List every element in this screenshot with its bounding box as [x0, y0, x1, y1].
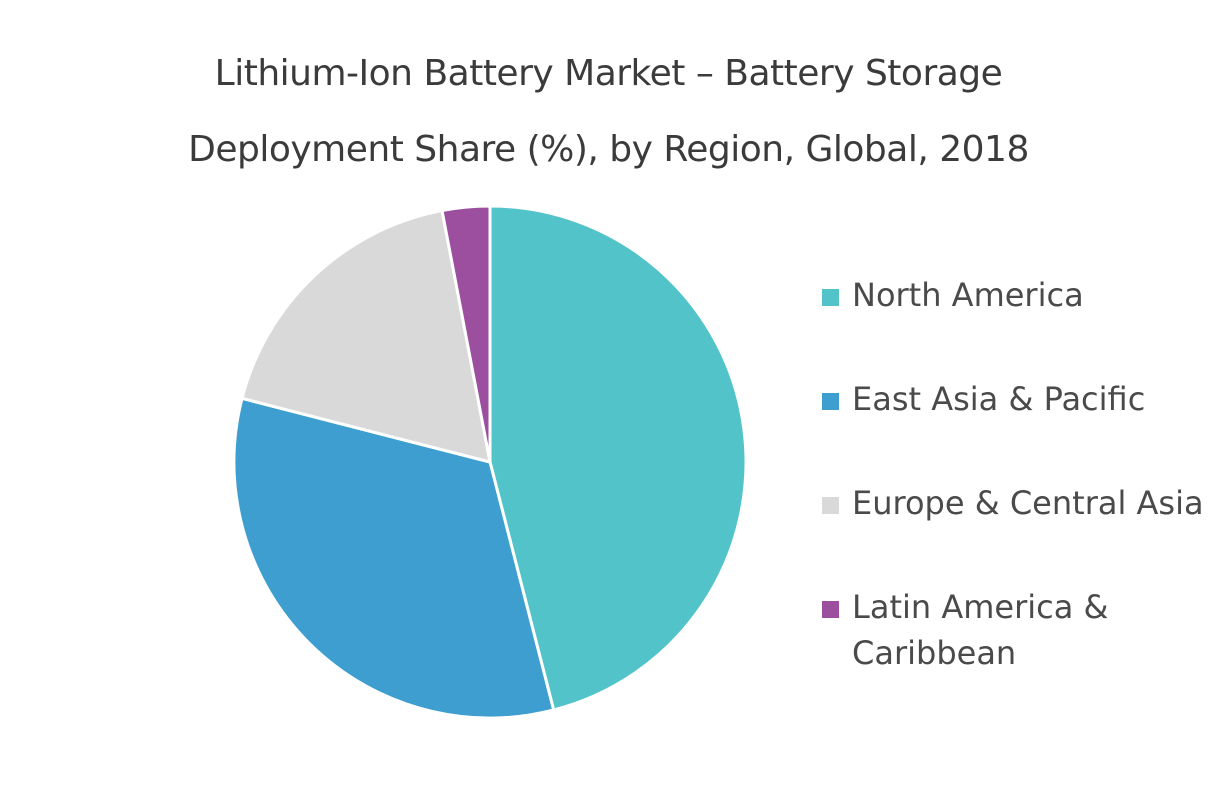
- legend-swatch-europe-central-asia: [822, 497, 839, 514]
- chart-title-line-2: Deployment Share (%), by Region, Global,…: [188, 129, 1029, 170]
- pie-slice-latin-america-caribbean: [440, 204, 492, 464]
- legend-item-europe-central-asia: Europe & Central Asia: [822, 480, 1212, 526]
- legend: North America East Asia & Pacific Europe…: [822, 272, 1212, 676]
- pie-slice-east-asia-pacific: [232, 396, 556, 720]
- legend-swatch-latin-america-caribbean: [822, 601, 839, 618]
- legend-label-latin-america-caribbean: Latin America & Caribbean: [852, 588, 1109, 672]
- legend-swatch-north-america: [822, 289, 839, 306]
- chart-title: Lithium-Ion Battery Market – Battery Sto…: [0, 36, 1217, 188]
- legend-label-north-america: North America: [852, 276, 1084, 314]
- pie-slice-europe-central-asia: [240, 209, 492, 464]
- legend-label-east-asia-pacific: East Asia & Pacific: [852, 380, 1146, 418]
- legend-swatch-east-asia-pacific: [822, 393, 839, 410]
- legend-item-north-america: North America: [822, 272, 1212, 318]
- chart-title-line-1: Lithium-Ion Battery Market – Battery Sto…: [214, 53, 1003, 94]
- legend-label-europe-central-asia: Europe & Central Asia: [852, 484, 1204, 522]
- legend-item-latin-america-caribbean: Latin America & Caribbean: [822, 584, 1152, 676]
- pie-slice-north-america: [488, 204, 748, 712]
- legend-item-east-asia-pacific: East Asia & Pacific: [822, 376, 1212, 422]
